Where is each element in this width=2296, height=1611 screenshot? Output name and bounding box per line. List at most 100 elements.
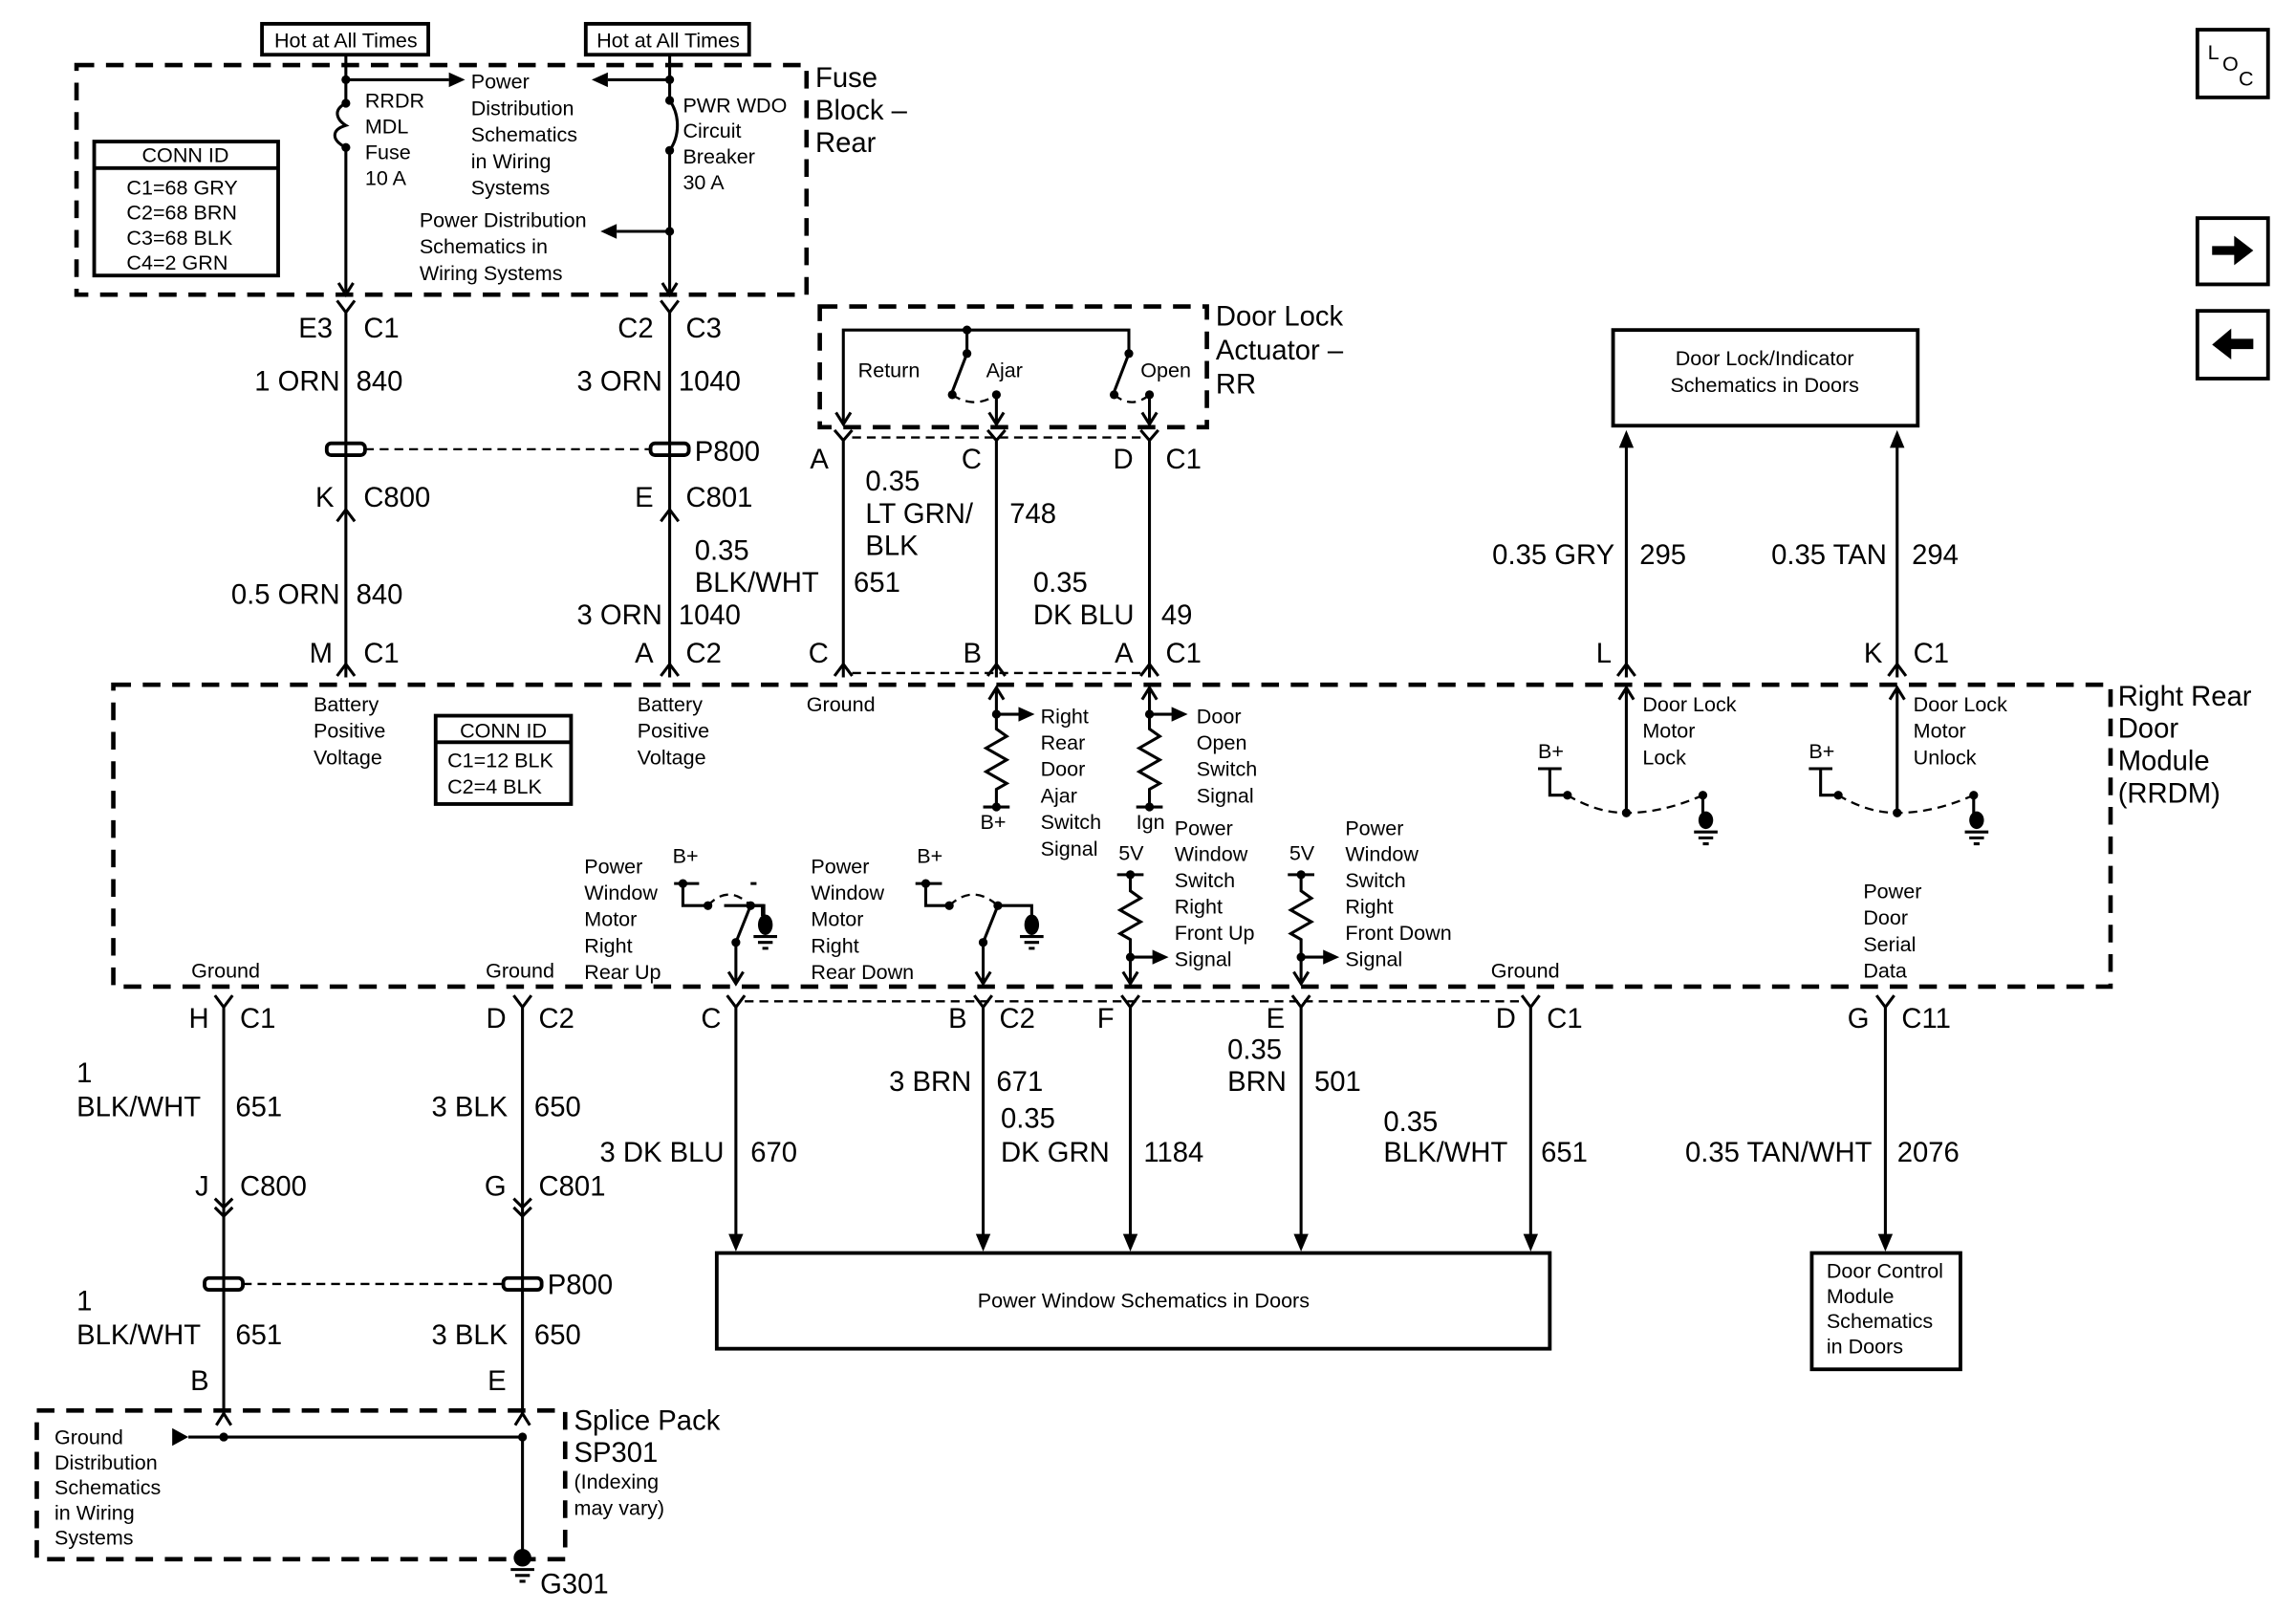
ground-distribution-link[interactable]: Ground — [54, 1426, 123, 1449]
ajar-switch-signal-label: Door — [1041, 757, 1086, 781]
wire-label: 3 BRN — [889, 1067, 971, 1098]
door-lock-indicator-link[interactable]: Door Lock/Indicator — [1676, 346, 1854, 370]
power-distribution-link[interactable]: Systems — [471, 176, 551, 200]
power-distribution-link[interactable]: Power Distribution — [420, 207, 587, 231]
fuse-block-title: Block – — [815, 96, 908, 126]
arrow-right-icon — [2212, 235, 2254, 266]
wire-label: 0.35 — [1001, 1104, 1055, 1135]
pin-label: E — [635, 483, 654, 513]
conn-id-header: CONN ID — [142, 143, 229, 167]
switch-label: Open — [1140, 358, 1191, 381]
power-window-schematics-box[interactable] — [714, 1251, 1552, 1351]
pin-label: A — [810, 445, 829, 475]
door-lock-motor-unlock-label: Unlock — [1914, 745, 1977, 769]
ign-label: Ign — [1137, 810, 1165, 834]
battery-positive-label: Voltage — [638, 745, 706, 769]
pin-label: G — [1848, 1004, 1870, 1034]
door-lock-motor-lock-label: Door Lock — [1642, 692, 1736, 716]
wire-label: BRN — [1227, 1067, 1287, 1098]
pin-label: C1 — [1165, 445, 1201, 475]
pin-label: C1 — [1914, 639, 1949, 669]
pin-label: K — [315, 483, 335, 513]
window-switch-front-down-label: Right — [1345, 895, 1393, 919]
wire-label: 3 ORN — [576, 366, 661, 397]
wire-label: LT GRN/ — [865, 499, 974, 530]
loc-icon: C — [2239, 67, 2254, 91]
window-switch-front-down-label: Signal — [1345, 947, 1402, 970]
previous-page-button[interactable] — [2195, 309, 2270, 381]
door-control-module-link[interactable]: Schematics — [1827, 1309, 1933, 1333]
rrdm-title: Door — [2118, 714, 2179, 745]
serial-data-label: Serial — [1863, 932, 1916, 956]
next-page-button[interactable] — [2195, 216, 2270, 287]
wire-label: 650 — [534, 1092, 581, 1122]
conn-id-row: C1=12 BLK — [447, 748, 553, 772]
conn-id-header: CONN ID — [460, 719, 547, 743]
door-control-module-link[interactable]: in Doors — [1827, 1334, 1903, 1358]
pin-label: E — [487, 1366, 507, 1397]
door-control-module-box[interactable] — [1809, 1251, 1962, 1372]
pin-label: C1 — [1547, 1004, 1582, 1034]
wire-label: 294 — [1912, 540, 1959, 571]
wire-label: 671 — [996, 1067, 1043, 1098]
ground-icon — [1024, 914, 1040, 935]
splice-pack-title: Splice Pack — [574, 1405, 721, 1436]
door-lock-motor-unlock-label: Door Lock — [1914, 692, 2007, 716]
power-window-motor-down-label: Right — [811, 933, 858, 957]
wire-label: 840 — [357, 580, 403, 611]
power-window-motor-up-label: Motor — [584, 907, 637, 931]
conn-id-row: C3=68 BLK — [126, 226, 232, 250]
wire-label: 3 BLK — [432, 1092, 509, 1122]
ground-distribution-link[interactable]: Schematics — [54, 1475, 161, 1499]
wire-label: 0.35 TAN/WHT — [1685, 1138, 1873, 1168]
ground-distribution-link[interactable]: Distribution — [54, 1450, 158, 1474]
hot-at-all-times-box-2 — [583, 21, 751, 57]
pin-label: D — [487, 1004, 507, 1034]
door-open-switch-label: Signal — [1197, 783, 1254, 807]
door-lock-indicator-box[interactable] — [1611, 328, 1920, 428]
door-lock-motor-lock-label: Motor — [1642, 719, 1695, 743]
power-distribution-link[interactable]: Wiring Systems — [420, 261, 563, 285]
rrdm-title: Module — [2118, 747, 2210, 777]
power-distribution-link[interactable]: Schematics — [471, 122, 577, 146]
fuse-block-title: Fuse — [815, 63, 877, 94]
power-distribution-link[interactable]: in Wiring — [471, 149, 552, 173]
power-distribution-link[interactable]: Schematics in — [420, 234, 548, 258]
arrow-left-icon — [2212, 328, 2254, 359]
pin-label: E3 — [298, 314, 333, 344]
ajar-switch-signal-label: Switch — [1041, 810, 1101, 834]
breaker-label: 30 A — [682, 170, 725, 194]
power-distribution-link[interactable]: Power — [471, 70, 530, 94]
wire-label: 650 — [534, 1320, 581, 1351]
b-plus-label: B+ — [1538, 739, 1564, 763]
hot-at-all-times-label: Hot at All Times — [596, 29, 740, 53]
power-window-motor-down-label: Rear Down — [811, 960, 914, 984]
battery-positive-label: Voltage — [314, 745, 382, 769]
battery-positive-label: Battery — [314, 692, 379, 716]
ground-distribution-link[interactable]: in Wiring — [54, 1500, 135, 1524]
window-switch-front-up-label: Signal — [1175, 947, 1232, 970]
inline-connector-label: P800 — [548, 1271, 613, 1301]
wire-label: 3 ORN — [576, 600, 661, 631]
door-lock-actuator-title: Actuator – — [1216, 336, 1344, 366]
pin-label: B — [948, 1004, 967, 1034]
window-switch-front-up-label: Right — [1175, 895, 1223, 919]
power-distribution-link[interactable]: Distribution — [471, 96, 574, 120]
power-window-motor-up-label: Rear Up — [584, 960, 661, 984]
pin-label: C2 — [539, 1004, 574, 1034]
loc-button[interactable] — [2195, 28, 2270, 99]
fuse-block-title: Rear — [815, 128, 877, 159]
ground-distribution-link[interactable]: Systems — [54, 1525, 134, 1549]
pin-label: C800 — [363, 483, 430, 513]
power-window-link[interactable]: Power Window Schematics in Doors — [978, 1289, 1310, 1313]
pin-label: A — [635, 639, 654, 669]
wire-label: BLK/WHT — [76, 1092, 201, 1122]
door-control-module-link[interactable]: Module — [1827, 1284, 1895, 1308]
door-open-switch-label: Open — [1197, 730, 1247, 754]
ajar-switch-signal-label: Right — [1041, 704, 1089, 728]
wire-label: BLK/WHT — [695, 568, 819, 599]
power-window-motor-up-label: Right — [584, 933, 632, 957]
door-lock-indicator-link[interactable]: Schematics in Doors — [1670, 373, 1859, 397]
wire-label: 1 ORN — [254, 366, 339, 397]
door-control-module-link[interactable]: Door Control — [1827, 1259, 1943, 1283]
